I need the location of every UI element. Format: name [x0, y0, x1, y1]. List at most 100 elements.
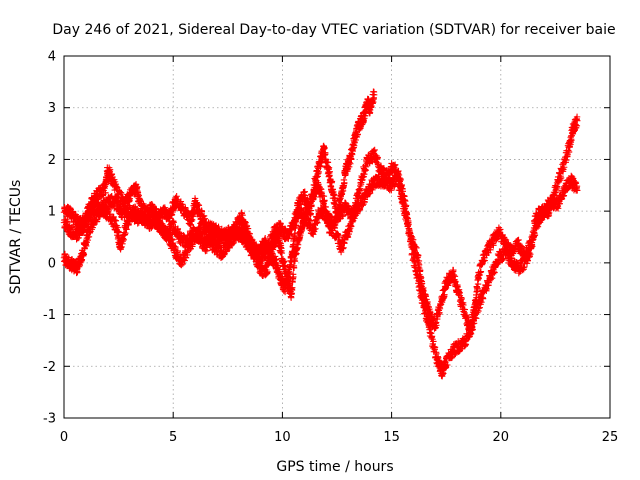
data-point	[481, 257, 488, 264]
data-point	[402, 202, 410, 209]
data-point	[181, 257, 188, 264]
data-point	[243, 229, 250, 237]
data-point	[370, 91, 378, 98]
data-point	[108, 170, 116, 178]
data-point	[242, 219, 249, 226]
y-axis-label: SDTVAR / TECUs	[8, 180, 24, 295]
data-point	[339, 245, 346, 252]
data-points	[60, 88, 581, 380]
data-point	[344, 165, 352, 172]
data-point	[433, 322, 440, 329]
data-point	[290, 264, 298, 272]
data-point	[413, 244, 420, 252]
data-point	[412, 259, 419, 267]
y-tick-label: -3	[43, 412, 56, 427]
data-point	[556, 200, 563, 207]
data-point	[169, 236, 176, 243]
data-point	[243, 222, 251, 229]
data-point	[339, 212, 347, 219]
data-point	[476, 271, 483, 279]
data-point	[64, 218, 71, 225]
chart-title: Day 246 of 2021, Sidereal Day-to-day VTE…	[52, 22, 615, 38]
data-point	[554, 205, 562, 212]
data-point	[172, 243, 179, 251]
y-tick-label: -2	[43, 360, 56, 375]
data-point	[174, 225, 182, 232]
data-point	[314, 173, 321, 180]
data-point	[477, 268, 485, 275]
data-point	[340, 244, 347, 252]
data-point	[497, 226, 504, 233]
data-point	[254, 245, 262, 252]
data-point	[433, 350, 440, 358]
data-point	[102, 189, 109, 197]
x-tick-label: 10	[274, 430, 291, 445]
y-tick-label: 2	[48, 153, 56, 168]
data-point	[444, 361, 451, 369]
data-point	[324, 159, 332, 166]
data-point	[300, 189, 308, 196]
data-point	[574, 187, 581, 194]
data-point	[126, 195, 133, 202]
data-point	[250, 238, 257, 246]
data-point	[195, 234, 202, 241]
data-point	[375, 171, 382, 179]
series-1	[60, 88, 378, 296]
data-point	[515, 236, 522, 244]
data-point	[286, 231, 294, 238]
data-point	[461, 306, 468, 313]
x-tick-label: 20	[493, 430, 510, 445]
y-tick-label: 1	[48, 205, 56, 220]
data-point	[326, 168, 333, 175]
y-tick-label: 4	[48, 50, 56, 65]
data-point	[311, 193, 318, 201]
x-tick-label: 25	[602, 430, 619, 445]
data-point	[463, 312, 471, 320]
data-point	[422, 309, 429, 316]
data-point	[80, 251, 88, 258]
data-point	[356, 206, 364, 214]
data-point	[291, 257, 299, 265]
data-point	[341, 179, 348, 187]
data-point	[391, 181, 399, 188]
data-point	[414, 252, 422, 259]
data-point	[174, 196, 182, 204]
data-point	[134, 220, 141, 227]
y-tick-label: 3	[48, 101, 56, 116]
data-point	[431, 344, 439, 351]
data-point	[274, 262, 282, 269]
data-point	[344, 233, 352, 241]
series-3	[60, 113, 581, 380]
series-2	[60, 146, 581, 336]
data-point	[93, 218, 101, 225]
data-point	[170, 219, 177, 226]
data-point	[568, 173, 576, 181]
data-point	[281, 288, 289, 296]
data-point	[420, 304, 428, 311]
data-point	[118, 243, 125, 251]
data-point	[490, 242, 497, 249]
data-point	[388, 187, 395, 194]
data-point	[321, 197, 328, 204]
x-tick-label: 0	[60, 430, 68, 445]
y-tick-label: -1	[43, 308, 56, 323]
y-tick-label: 0	[48, 256, 56, 271]
data-point	[430, 314, 438, 322]
data-point	[374, 154, 381, 161]
data-point	[117, 244, 124, 251]
x-axis-label: GPS time / hours	[276, 459, 393, 475]
data-point	[328, 178, 336, 185]
data-point	[111, 216, 118, 224]
x-tick-label: 15	[383, 430, 400, 445]
data-point	[409, 245, 416, 253]
data-point	[405, 217, 412, 225]
data-point	[474, 280, 482, 288]
data-point	[174, 247, 182, 255]
data-point	[166, 232, 173, 239]
x-tick-label: 5	[169, 430, 177, 445]
data-point	[74, 269, 81, 276]
data-point	[371, 146, 378, 154]
data-point	[411, 258, 418, 265]
data-point	[402, 197, 409, 205]
